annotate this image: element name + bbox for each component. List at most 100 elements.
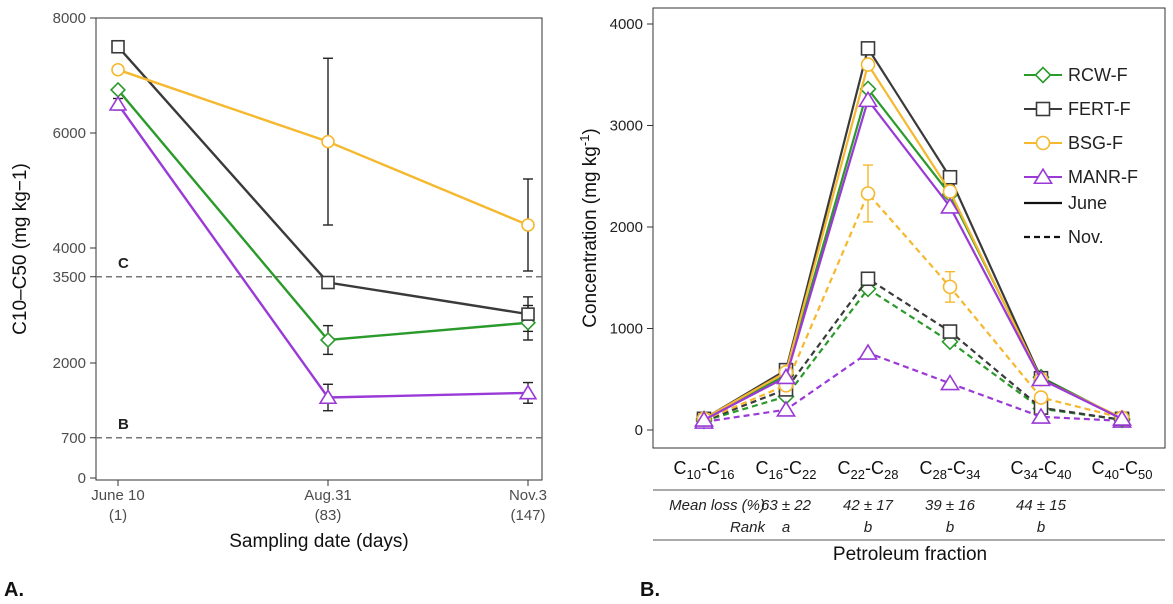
panel-a-point [111,39,125,54]
panel-a-ytick-label: 3500 [53,269,86,286]
panel-b-ylabel-sup: -1 [577,135,592,147]
panel-b-ytick-label: 2000 [610,219,643,236]
table-cell-mean-loss: 63 ± 22 [761,497,812,514]
panel-b-xtick-part: -C [701,458,720,478]
panel-a-point [518,384,538,400]
panel-b-xlabel: Petroleum fraction [833,544,987,565]
table-cell-rank: b [946,519,954,536]
panel-a-xtick-day: (83) [315,507,342,524]
panel-b-point [857,90,879,108]
panel-b-xtick-part: -C [947,458,966,478]
panel-b-xtick-label: C16-C22 [756,458,817,482]
panel-b-xtick-part: 28 [933,467,947,482]
panel-b-xtick-part: 34 [966,467,980,482]
panel-b-ylabel: Concentration (mg kg-1) [577,128,601,328]
panel-a-threshold-label: C [118,255,129,272]
panel-b-point [1030,407,1052,424]
table-cell-mean-loss: 42 ± 17 [843,497,894,514]
panel-b-point [860,41,876,56]
panel-b-point [1111,409,1133,426]
panel-b-label: B. [640,579,660,601]
panel-a-point [318,388,338,405]
panel-b-point [775,400,797,417]
panel-a-point [521,218,535,232]
legend-entry-label: FERT-F [1068,99,1131,119]
panel-b-series-line [703,97,1123,421]
panel-a-xtick-date: Aug.31 [304,487,352,504]
legend-entry-label: BSG-F [1068,133,1123,153]
panel-b-point [860,271,876,287]
panel-b-xtick-part: 28 [884,467,898,482]
panel-b-xtick-part: 22 [802,467,816,482]
panel-b-point [1033,390,1049,405]
panel-a-xtick-date: Nov.3 [509,487,547,504]
panel-a-xtick-day: (147) [510,507,545,524]
panel-b-legend: RCW-F FERT-F BSG-F MANR-F June Nov. [1024,65,1138,247]
panel-a-threshold-label: B [118,416,129,433]
panel-b-xtick-part: C [1092,458,1105,478]
table-cell-rank: b [864,519,872,536]
panel-b-xtick-part: 34 [1024,467,1038,482]
panel-b-xtick-label: C10-C16 [674,458,735,482]
panel-b-xtick-part: -C [865,458,884,478]
panel-a-point [521,307,535,321]
panel-a-series-line [117,89,529,342]
panel-b-point [860,57,876,72]
panel-b-xtick-part: -C [1119,458,1138,478]
panel-a-series-line [117,45,529,316]
panel-b-xtick-part: -C [1038,458,1057,478]
legend-entry-label: RCW-F [1068,65,1128,85]
panel-b-ylabel-end: ) [580,128,601,134]
panel-b-xtick-label: C22-C28 [838,458,899,482]
panel-b-xtick-part: 16 [720,467,734,482]
panel-b-point [859,280,877,298]
panel-b-ytick-label: 3000 [610,118,643,135]
panel-b-point [942,324,958,339]
panel-a-point [321,275,335,290]
panel-a-ytick-label: 2000 [53,355,86,372]
table-cell-rank: a [782,519,790,536]
table-cell-mean-loss: 44 ± 15 [1016,497,1067,514]
legend-swatch-marker [1032,167,1054,185]
panel-a-series-line [117,68,529,227]
panel-b-ylabel-main: Concentration (mg kg [580,146,601,328]
panel-b-series-line [703,277,1123,422]
panel-b-xtick-part: 40 [1057,467,1071,482]
panel-a: 0 700 2000 3500 4000 6000 8000 June 10 (1) Aug.31… [53,10,547,524]
panel-b-xtick-part: C [1011,458,1024,478]
panel-b-point [1030,369,1052,387]
panel-b-point [939,373,961,391]
panel-b-xtick-part: C [756,458,769,478]
legend-swatch-marker [1035,101,1051,117]
panel-b-point [857,343,879,360]
panel-a-xlabel: Sampling date (days) [229,531,409,552]
panel-b-xtick-part: 10 [687,467,701,482]
panel-a-ytick-label: 8000 [53,10,86,27]
panel-b-point [942,279,958,295]
panel-a-point [321,134,335,149]
legend-swatch-marker [1034,66,1052,84]
panel-a-xtick-date: June 10 [91,487,144,504]
panel-b-series-line [703,351,1123,423]
panel-b-xtick-part: C [920,458,933,478]
panel-b-xtick-part: 16 [769,467,783,482]
panel-b-series-line [703,45,1123,420]
panel-b-point [942,184,958,199]
panel-b-point [942,169,958,185]
panel-b-point [939,197,961,214]
table-cell-mean-loss: 39 ± 16 [925,497,976,514]
panel-a-ytick-label: 6000 [53,125,86,142]
table-row-label-rank: Rank [730,519,767,536]
panel-b-xtick-part: 22 [851,467,865,482]
table-cell-rank: b [1037,519,1045,536]
panel-b-xtick-part: 40 [1105,467,1119,482]
panel-a-xtick-day: (1) [109,507,127,524]
panel-b-xtick-part: C [838,458,851,478]
panel-a-point [111,62,125,77]
panel-b-xtick-part: 50 [1138,467,1152,482]
panel-a-ytick-label: 0 [78,470,86,487]
panel-b-table: Mean loss (%) Rank 63 ± 22 42 ± 17 39 ± 16 44… [669,497,1066,536]
legend-linestyle-label: June [1068,193,1107,213]
